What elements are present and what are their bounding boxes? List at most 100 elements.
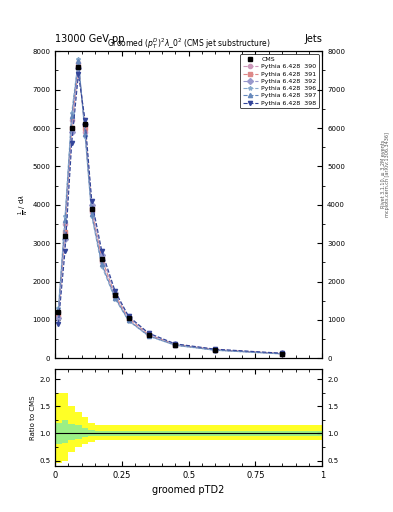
Line: CMS: CMS: [56, 64, 285, 356]
Pythia 6.428  392: [146, 331, 151, 337]
Pythia 6.428  396: [113, 296, 118, 302]
Pythia 6.428  398: [173, 341, 178, 347]
Pythia 6.428  392: [90, 202, 94, 208]
Pythia 6.428  390: [90, 209, 94, 216]
Pythia 6.428  390: [56, 309, 61, 315]
Pythia 6.428  396: [90, 214, 94, 220]
Pythia 6.428  392: [280, 350, 285, 356]
Pythia 6.428  397: [70, 114, 74, 120]
Pythia 6.428  398: [213, 346, 218, 352]
Pythia 6.428  390: [63, 221, 68, 227]
Pythia 6.428  391: [99, 255, 104, 262]
Pythia 6.428  397: [56, 307, 61, 313]
Pythia 6.428  397: [63, 217, 68, 223]
CMS: [113, 292, 118, 298]
Pythia 6.428  392: [99, 252, 104, 258]
CMS: [56, 309, 61, 315]
Pythia 6.428  391: [56, 313, 61, 319]
Line: Pythia 6.428  392: Pythia 6.428 392: [56, 67, 284, 355]
CMS: [173, 342, 178, 348]
Pythia 6.428  391: [83, 125, 88, 131]
Pythia 6.428  397: [173, 342, 178, 348]
Pythia 6.428  397: [90, 211, 94, 218]
Text: Jets: Jets: [305, 33, 322, 44]
CMS: [126, 315, 131, 321]
Pythia 6.428  392: [83, 121, 88, 127]
Pythia 6.428  390: [83, 129, 88, 135]
Pythia 6.428  398: [76, 71, 81, 77]
Pythia 6.428  396: [76, 56, 81, 62]
Line: Pythia 6.428  390: Pythia 6.428 390: [56, 60, 284, 356]
Pythia 6.428  391: [126, 315, 131, 321]
CMS: [70, 125, 74, 131]
Line: Pythia 6.428  397: Pythia 6.428 397: [56, 59, 284, 356]
Pythia 6.428  392: [113, 290, 118, 296]
Pythia 6.428  398: [63, 248, 68, 254]
CMS: [99, 255, 104, 262]
CMS: [83, 121, 88, 127]
Pythia 6.428  397: [126, 317, 131, 324]
Pythia 6.428  398: [113, 288, 118, 294]
CMS: [76, 63, 81, 70]
CMS: [63, 232, 68, 239]
Pythia 6.428  398: [56, 321, 61, 327]
Y-axis label: $\frac{1}{N}$ / $\mathrm{d}\lambda$: $\frac{1}{N}$ / $\mathrm{d}\lambda$: [17, 194, 31, 216]
Pythia 6.428  390: [213, 347, 218, 353]
Pythia 6.428  392: [213, 347, 218, 353]
Pythia 6.428  397: [213, 347, 218, 353]
Text: mcplots.cern.ch [arXiv:1306.3436]: mcplots.cern.ch [arXiv:1306.3436]: [385, 132, 389, 217]
Pythia 6.428  390: [280, 351, 285, 357]
Pythia 6.428  391: [213, 347, 218, 353]
Pythia 6.428  392: [126, 314, 131, 320]
Pythia 6.428  391: [113, 292, 118, 298]
Pythia 6.428  391: [90, 206, 94, 212]
Text: Rivet 3.1.10, ≥ 3.2M events: Rivet 3.1.10, ≥ 3.2M events: [381, 140, 386, 208]
Line: Pythia 6.428  396: Pythia 6.428 396: [56, 57, 284, 356]
Pythia 6.428  396: [280, 351, 285, 357]
Pythia 6.428  397: [83, 131, 88, 137]
Pythia 6.428  396: [126, 317, 131, 324]
Pythia 6.428  390: [173, 342, 178, 348]
Pythia 6.428  392: [76, 66, 81, 72]
Pythia 6.428  396: [56, 305, 61, 311]
Pythia 6.428  390: [113, 294, 118, 300]
Pythia 6.428  396: [213, 347, 218, 353]
Pythia 6.428  397: [76, 58, 81, 64]
CMS: [280, 351, 285, 357]
Pythia 6.428  398: [99, 248, 104, 254]
X-axis label: groomed pTD2: groomed pTD2: [152, 485, 225, 495]
CMS: [213, 347, 218, 353]
Pythia 6.428  397: [99, 261, 104, 267]
Pythia 6.428  390: [99, 260, 104, 266]
Pythia 6.428  396: [83, 133, 88, 139]
Pythia 6.428  396: [173, 342, 178, 348]
Pythia 6.428  396: [70, 110, 74, 116]
Text: 13000 GeV pp: 13000 GeV pp: [55, 33, 125, 44]
Legend: CMS, Pythia 6.428  390, Pythia 6.428  391, Pythia 6.428  392, Pythia 6.428  396,: CMS, Pythia 6.428 390, Pythia 6.428 391,…: [240, 54, 319, 108]
Pythia 6.428  397: [146, 333, 151, 339]
Pythia 6.428  390: [70, 117, 74, 123]
Pythia 6.428  391: [280, 351, 285, 357]
Y-axis label: Ratio to CMS: Ratio to CMS: [30, 395, 36, 439]
Pythia 6.428  396: [63, 214, 68, 220]
Pythia 6.428  397: [113, 295, 118, 301]
Pythia 6.428  398: [70, 140, 74, 146]
Pythia 6.428  391: [173, 342, 178, 348]
Pythia 6.428  391: [76, 63, 81, 70]
Pythia 6.428  398: [146, 330, 151, 336]
Pythia 6.428  396: [146, 333, 151, 339]
Pythia 6.428  390: [76, 60, 81, 66]
Line: Pythia 6.428  398: Pythia 6.428 398: [56, 72, 284, 355]
Title: Groomed $(p_T^D)^2\lambda\_0^2$ (CMS jet substructure): Groomed $(p_T^D)^2\lambda\_0^2$ (CMS jet…: [107, 36, 270, 51]
Pythia 6.428  392: [56, 315, 61, 321]
Pythia 6.428  396: [99, 263, 104, 269]
Pythia 6.428  390: [146, 332, 151, 338]
Pythia 6.428  398: [90, 198, 94, 204]
Pythia 6.428  398: [126, 313, 131, 319]
Pythia 6.428  391: [70, 125, 74, 131]
CMS: [90, 206, 94, 212]
Pythia 6.428  390: [126, 317, 131, 323]
Line: Pythia 6.428  391: Pythia 6.428 391: [56, 65, 284, 356]
Pythia 6.428  391: [63, 229, 68, 235]
Pythia 6.428  398: [83, 117, 88, 123]
